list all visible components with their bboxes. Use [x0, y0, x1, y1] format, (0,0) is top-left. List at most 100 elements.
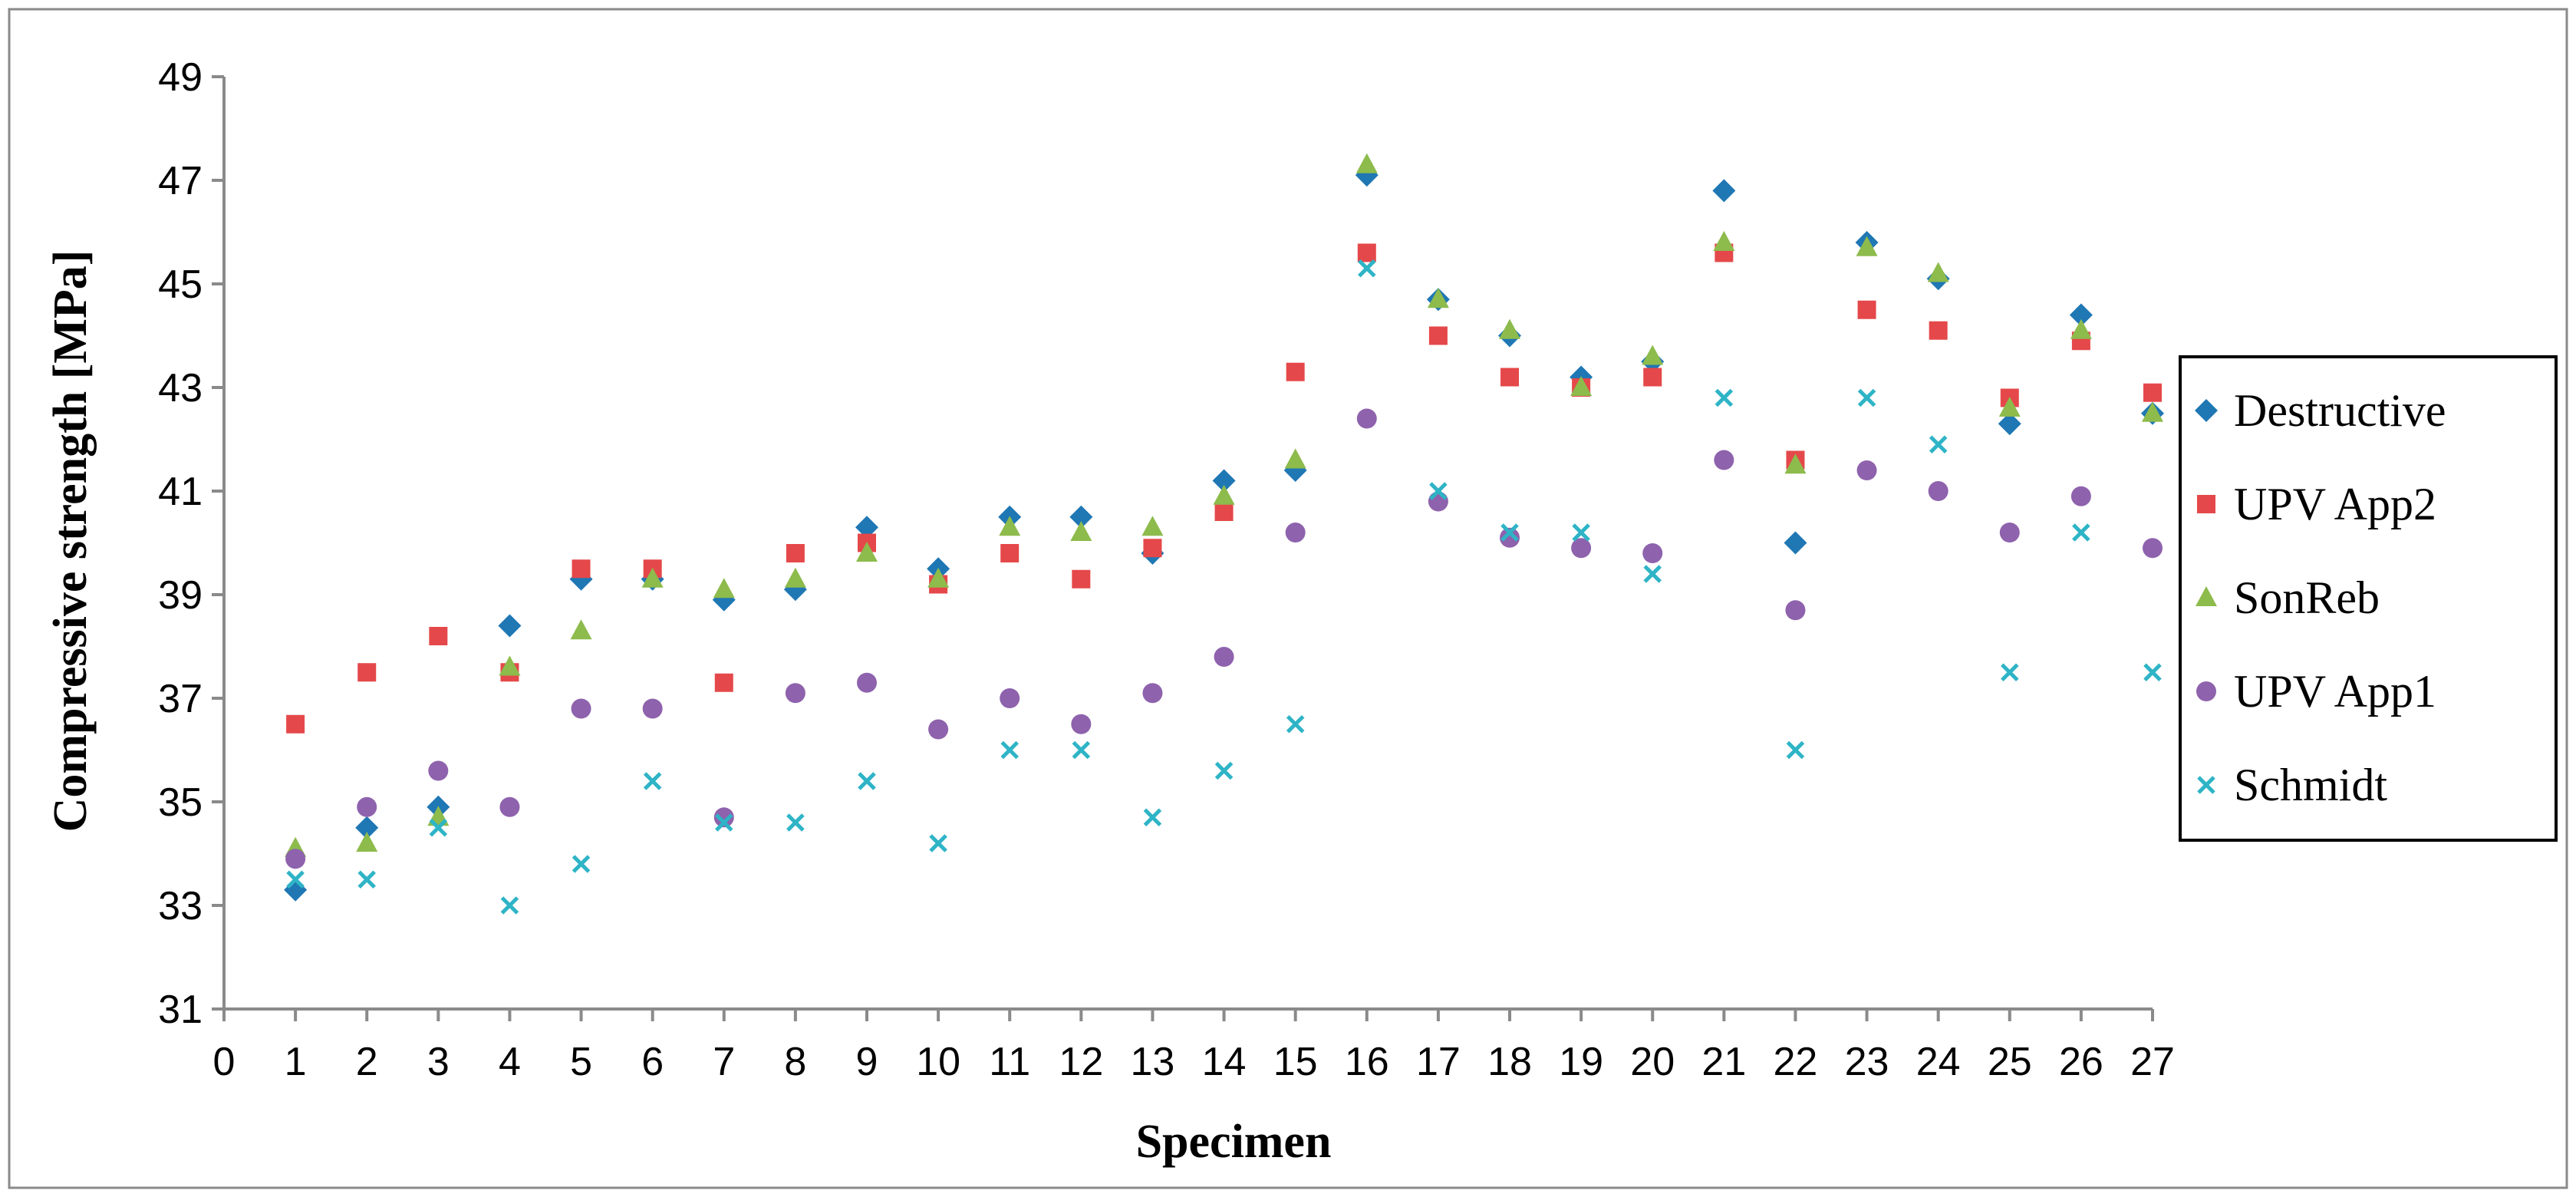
legend-marker: [2197, 495, 2215, 513]
x-axis-title: Specimen: [1136, 1116, 1332, 1168]
data-point: [785, 683, 805, 704]
data-point: [1998, 412, 2021, 436]
legend-label: Schmidt: [2234, 760, 2387, 810]
data-point: [2069, 303, 2093, 327]
data-point: [1500, 527, 1520, 548]
data-point: [1356, 408, 1377, 429]
data-point: [2070, 318, 2092, 339]
data-point: [786, 544, 805, 562]
data-point: [499, 655, 521, 676]
data-point: [1142, 683, 1163, 704]
y-tick-label: 39: [158, 573, 203, 618]
data-point: [1069, 505, 1093, 529]
legend-label: UPV App2: [2234, 479, 2436, 529]
data-point: [1141, 516, 1164, 536]
data-point: [2143, 538, 2163, 559]
data-point: [286, 714, 305, 734]
x-tick-label: 11: [989, 1040, 1030, 1084]
data-point: [1999, 523, 2020, 542]
data-point: [713, 807, 734, 828]
y-tick-label: 43: [158, 366, 203, 411]
x-tick-label: 20: [1630, 1040, 1675, 1084]
data-point: [428, 760, 449, 781]
series-schmidt: [286, 259, 2162, 915]
data-point: [1072, 740, 1091, 760]
data-point: [1213, 484, 1235, 505]
x-tick-label: 9: [856, 1040, 878, 1084]
data-point: [572, 855, 591, 873]
data-point: [1429, 482, 1448, 500]
data-point: [1000, 740, 1019, 760]
data-point: [1856, 236, 1878, 256]
y-tick-label: 49: [158, 55, 203, 100]
data-point: [1929, 435, 1948, 454]
data-point: [1000, 544, 1020, 562]
data-point: [2143, 663, 2162, 682]
data-point: [1571, 538, 1592, 559]
x-tick-label: 1: [285, 1040, 307, 1084]
x-tick-label: 5: [570, 1040, 592, 1084]
data-point: [1070, 521, 1092, 541]
data-point: [1499, 318, 1520, 339]
data-point: [1428, 326, 1448, 345]
data-point: [641, 567, 664, 588]
legend-label: Destructive: [2234, 385, 2446, 436]
y-tick-label: 45: [158, 262, 203, 307]
y-axis-title: Compressive strength [MPa]: [44, 250, 97, 833]
x-tick-label: 22: [1774, 1040, 1818, 1084]
data-point: [857, 672, 877, 693]
x-tick-label: 21: [1701, 1040, 1746, 1084]
data-point: [499, 796, 520, 817]
data-point: [2001, 663, 2019, 682]
data-point: [1572, 523, 1590, 542]
data-point: [571, 698, 591, 719]
data-point: [1714, 450, 1734, 470]
legend-marker: [2195, 399, 2218, 422]
data-point: [1214, 503, 1234, 521]
y-tick-label: 37: [158, 677, 203, 721]
x-tick-label: 7: [713, 1040, 735, 1084]
data-point: [1214, 647, 1234, 667]
data-point: [1713, 231, 1735, 251]
data-point: [1643, 565, 1662, 583]
data-point: [643, 772, 662, 790]
legend-label: UPV App1: [2234, 666, 2436, 717]
legend-marker: [2196, 681, 2216, 701]
x-tick-label: 25: [1988, 1040, 2032, 1084]
data-point: [1856, 460, 1877, 480]
data-point: [715, 813, 733, 832]
data-point: [1284, 448, 1306, 469]
data-point: [1000, 688, 1020, 708]
series-upv-app1: [285, 408, 2163, 869]
x-tick-label: 27: [2130, 1040, 2175, 1084]
data-point: [500, 896, 519, 915]
data-point: [1784, 531, 1807, 555]
data-point: [355, 816, 379, 839]
data-point: [357, 663, 377, 682]
data-point: [713, 578, 735, 598]
data-point: [1643, 368, 1662, 387]
data-point: [929, 834, 947, 852]
x-tick-label: 12: [1059, 1040, 1103, 1084]
data-point: [786, 813, 805, 832]
data-point: [1500, 368, 1519, 387]
data-point: [927, 567, 950, 588]
x-tick-label: 8: [784, 1040, 806, 1084]
data-point: [1427, 288, 1449, 308]
x-tick-label: 24: [1916, 1040, 1961, 1084]
data-point: [1857, 300, 1876, 319]
data-point: [1286, 362, 1305, 381]
x-tick-label: 18: [1487, 1040, 1532, 1084]
legend-marker: [2196, 586, 2217, 606]
data-point: [928, 719, 949, 740]
data-point: [429, 627, 448, 645]
legend-marker: [2197, 776, 2215, 794]
x-tick-label: 4: [499, 1040, 521, 1084]
data-point: [2072, 523, 2090, 542]
series-sonreb: [285, 153, 2163, 857]
x-tick-label: 15: [1273, 1040, 1318, 1084]
x-tick-label: 26: [2059, 1040, 2103, 1084]
data-point: [1286, 714, 1305, 734]
